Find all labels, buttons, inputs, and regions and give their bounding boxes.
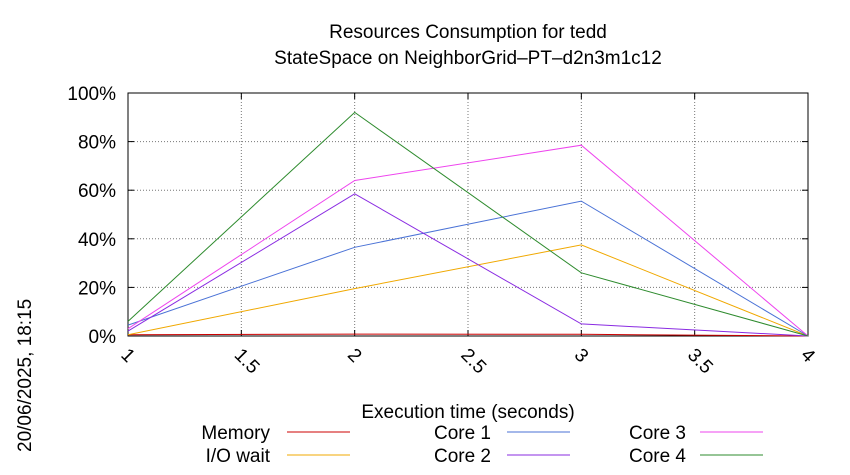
plot-border xyxy=(127,92,809,337)
legend-label-core-1: Core 1 xyxy=(434,423,491,444)
timestamp-label: 20/06/2025, 18:15 xyxy=(15,299,36,452)
chart-title-line-2: StateSpace on NeighborGrid–PT–d2n3m1c12 xyxy=(274,48,662,69)
x-tick-label: 3.5 xyxy=(683,345,717,379)
series-line-core-2 xyxy=(127,193,809,337)
axes xyxy=(127,92,809,337)
y-tick-label: 0% xyxy=(89,327,117,348)
legend-label-core-2: Core 2 xyxy=(434,446,491,467)
x-tick-labels: 1 1.5 2 2.5 3 3.5 4 xyxy=(116,345,819,379)
x-tick-label: 2.5 xyxy=(456,345,490,379)
y-tick-label: 40% xyxy=(78,230,116,251)
chart-title-line-1: Resources Consumption for tedd xyxy=(329,22,607,43)
y-tick-labels: 0% 20% 40% 60% 80% 100% xyxy=(67,84,116,348)
legend-label-core-4: Core 4 xyxy=(629,446,686,467)
series-lines xyxy=(127,111,809,337)
legend-label-memory: Memory xyxy=(201,423,270,444)
series-line-core-1 xyxy=(127,200,809,337)
y-tick-label: 20% xyxy=(78,278,116,299)
x-tick-label: 1 xyxy=(116,345,138,367)
x-axis-label: Execution time (seconds) xyxy=(361,402,574,423)
series-line-memory xyxy=(127,333,809,337)
y-tick-label: 100% xyxy=(67,84,116,105)
legend-label-core-3: Core 3 xyxy=(629,423,686,444)
y-tick-label: 60% xyxy=(78,181,116,202)
legend-label-i-o-wait: I/O wait xyxy=(206,446,271,467)
grid xyxy=(128,93,808,336)
x-tick-label: 2 xyxy=(343,345,365,367)
y-tick-label: 80% xyxy=(78,133,116,154)
series-line-core-4 xyxy=(127,111,809,337)
series-line-core-3 xyxy=(127,144,809,337)
x-tick-label: 3 xyxy=(570,345,592,367)
x-tick-label: 1.5 xyxy=(230,345,264,379)
x-tick-label: 4 xyxy=(796,345,819,368)
series-line-i-o-wait xyxy=(127,244,809,337)
